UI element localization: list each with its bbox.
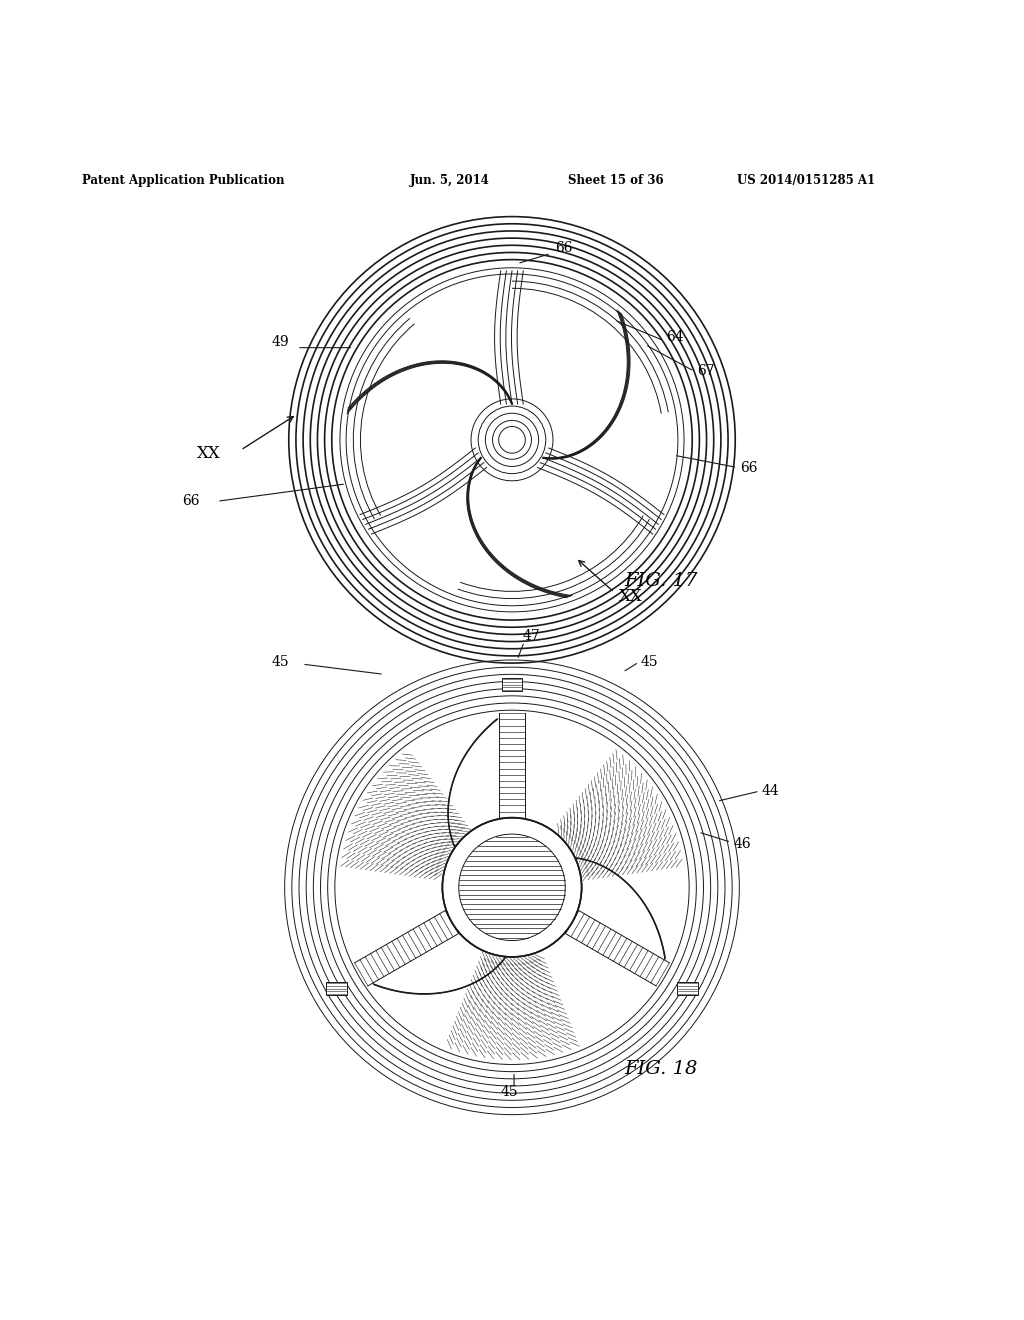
Text: 45: 45 — [501, 1085, 518, 1100]
Text: Patent Application Publication: Patent Application Publication — [82, 174, 285, 187]
Text: 49: 49 — [271, 335, 289, 348]
Bar — [677, 982, 697, 995]
Bar — [327, 982, 347, 995]
Text: 44: 44 — [762, 784, 779, 799]
Text: 46: 46 — [733, 837, 751, 851]
Text: 45: 45 — [271, 655, 289, 669]
Text: Sheet 15 of 36: Sheet 15 of 36 — [568, 174, 664, 187]
Text: 45: 45 — [641, 655, 658, 669]
Text: 66: 66 — [740, 461, 758, 475]
Text: 66: 66 — [182, 495, 200, 508]
Text: Jun. 5, 2014: Jun. 5, 2014 — [410, 174, 489, 187]
Text: FIG. 18: FIG. 18 — [625, 1060, 698, 1077]
Circle shape — [347, 275, 677, 605]
Circle shape — [442, 817, 582, 957]
Text: 47: 47 — [522, 628, 540, 643]
Text: FIG. 17: FIG. 17 — [625, 573, 698, 590]
Text: 67: 67 — [697, 364, 715, 379]
Circle shape — [335, 710, 689, 1064]
Text: 64: 64 — [667, 330, 684, 343]
Bar — [502, 678, 522, 692]
Text: US 2014/0151285 A1: US 2014/0151285 A1 — [737, 174, 876, 187]
Text: XX: XX — [618, 587, 642, 605]
Text: 66: 66 — [555, 242, 572, 256]
Text: XX: XX — [197, 445, 220, 462]
